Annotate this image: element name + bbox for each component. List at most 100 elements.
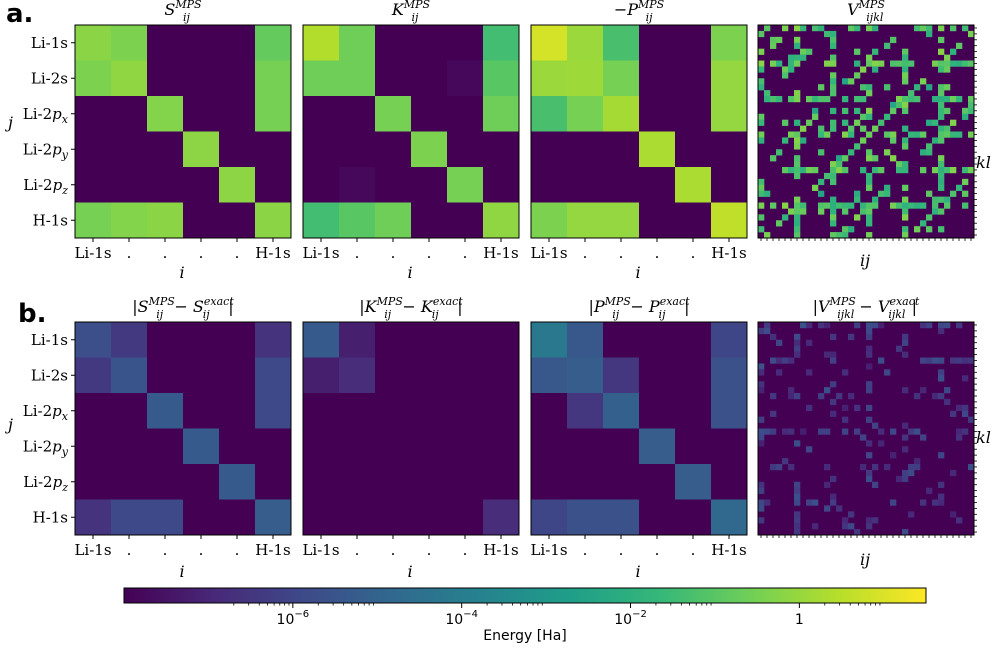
heatmap-cell xyxy=(944,196,951,203)
heatmap-cell xyxy=(770,410,777,417)
heatmap-cell xyxy=(932,137,939,144)
heatmap-cell xyxy=(818,96,825,103)
heatmap-cell xyxy=(968,416,975,423)
heatmap-cell xyxy=(800,48,807,55)
heatmap-frame xyxy=(530,24,748,239)
heatmap-cell xyxy=(411,322,448,358)
heatmap-cell xyxy=(483,60,520,97)
x-tick-label: . xyxy=(127,541,132,559)
heatmap-cell xyxy=(483,357,520,394)
x-tick-label: . xyxy=(355,541,360,559)
heatmap-cell xyxy=(908,511,915,518)
heatmap-cell xyxy=(639,96,676,132)
heatmap-cell xyxy=(758,387,765,394)
heatmap-cell xyxy=(902,167,909,174)
heatmap-cell xyxy=(639,464,676,500)
heatmap-cell xyxy=(147,357,184,394)
heatmap-frame xyxy=(757,321,975,536)
heatmap-cell xyxy=(854,107,861,115)
heatmap-cell xyxy=(788,66,795,73)
heatmap-cell xyxy=(848,393,855,400)
x-tick-label: H-1s xyxy=(483,541,518,559)
x-tick-label: Li-1s xyxy=(74,244,111,262)
heatmap-cell xyxy=(902,469,909,477)
heatmap-cell xyxy=(411,428,448,465)
heatmap-cell xyxy=(447,167,484,203)
heatmap-cell xyxy=(842,167,849,174)
heatmap-cell xyxy=(339,131,376,168)
heatmap-cell xyxy=(872,155,879,162)
y-tick-label: Li-1s xyxy=(31,331,68,349)
heatmap-cell xyxy=(603,464,640,500)
heatmap-cell xyxy=(675,96,712,132)
heatmap-cell xyxy=(830,72,837,79)
heatmap-cell xyxy=(860,167,867,174)
heatmap-cell xyxy=(950,167,957,174)
heatmap-cell xyxy=(968,96,975,103)
x-tick-label: . xyxy=(127,244,132,262)
heatmap-cell xyxy=(926,30,933,38)
heatmap-cell xyxy=(962,107,969,115)
heatmap-cell xyxy=(914,464,921,471)
heatmap-cell xyxy=(848,78,855,85)
heatmap-cell xyxy=(908,131,915,138)
heatmap-cell xyxy=(794,202,801,209)
heatmap-cell xyxy=(75,202,112,239)
heatmap-cell xyxy=(567,428,604,465)
heatmap-cell xyxy=(962,202,969,209)
heatmap-cell xyxy=(962,113,969,120)
heatmap-cell xyxy=(818,25,825,32)
heatmap-cell xyxy=(447,131,484,168)
heatmap-cell xyxy=(830,60,837,67)
heatmap-cell xyxy=(854,322,861,329)
heatmap-cell xyxy=(854,25,861,32)
heatmap-cell xyxy=(758,440,765,447)
heatmap-cell xyxy=(962,428,969,435)
y-tick-label: H-1s xyxy=(33,211,68,229)
heatmap-cell xyxy=(866,107,873,115)
x-tick-label: Li-1s xyxy=(302,541,339,559)
heatmap-cell xyxy=(758,178,765,186)
x-tick-label: . xyxy=(427,541,432,559)
heatmap-cell xyxy=(603,167,640,203)
heatmap-cell xyxy=(375,499,412,536)
heatmap-cell xyxy=(872,66,879,73)
heatmap-cell xyxy=(866,60,873,67)
heatmap-cell xyxy=(896,345,903,352)
heatmap-cell xyxy=(932,202,939,209)
heatmap-cell xyxy=(375,131,412,168)
heatmap-cell xyxy=(303,499,340,536)
heatmap-cell xyxy=(938,155,945,162)
heatmap-cell xyxy=(902,475,909,483)
heatmap-cell xyxy=(848,25,855,32)
heatmap-cell xyxy=(866,381,873,388)
heatmap-cell xyxy=(944,398,951,406)
heatmap-V_err: |VMPS ijkl − Vexact ijkl | xyxy=(757,295,977,538)
heatmap-cell xyxy=(890,137,897,144)
heatmap-cell xyxy=(896,60,903,67)
heatmap-cell xyxy=(764,190,771,197)
heatmap-cell xyxy=(818,393,825,400)
heatmap-cell xyxy=(932,119,939,126)
heatmap-cell xyxy=(183,499,220,536)
heatmap-cell xyxy=(944,322,951,329)
heatmap-cell xyxy=(938,493,945,500)
heatmap-cell xyxy=(711,322,748,358)
heatmap-cell xyxy=(531,499,568,536)
heatmap-cell xyxy=(938,208,945,215)
heatmap-cell xyxy=(866,202,873,209)
heatmap-cell xyxy=(914,96,921,103)
heatmap-title: −PMPS ij xyxy=(614,0,665,24)
heatmap-cell xyxy=(675,428,712,465)
heatmap-cell xyxy=(866,149,873,156)
heatmap-cell xyxy=(908,464,915,471)
heatmap-cell xyxy=(800,428,807,435)
heatmap-frame xyxy=(302,321,520,536)
heatmap-cell xyxy=(830,78,837,85)
heatmap-cell xyxy=(938,327,945,335)
heatmap-cell xyxy=(914,131,921,138)
heatmap-cell xyxy=(219,464,256,500)
heatmap-cell xyxy=(567,167,604,203)
heatmap-cell xyxy=(603,499,640,536)
